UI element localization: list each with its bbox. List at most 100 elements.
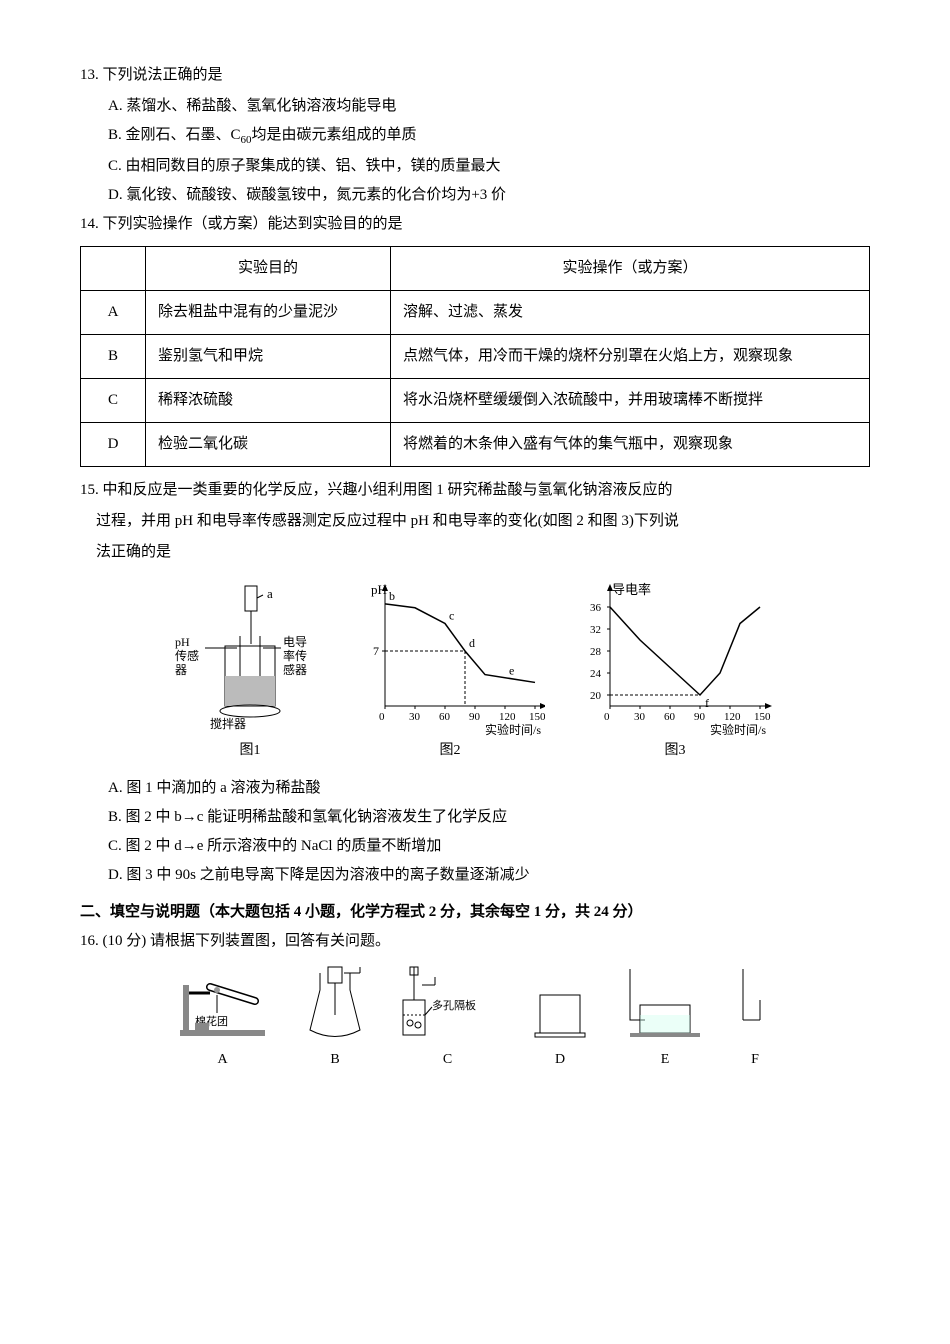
- header-purpose: 实验目的: [146, 246, 391, 290]
- cell-key: C: [81, 378, 146, 422]
- table-row: A 除去粗盐中混有的少量泥沙 溶解、过滤、蒸发: [81, 290, 870, 334]
- fig1-label-ph-3: 器: [175, 663, 187, 677]
- liquid-icon: [225, 676, 275, 706]
- svg-text:30: 30: [409, 711, 421, 723]
- fig1-label-cond-3: 感器: [283, 662, 307, 677]
- apparatus-d: D: [525, 965, 595, 1072]
- cell-key: A: [81, 290, 146, 334]
- svg-text:实验时间/s: 实验时间/s: [710, 722, 766, 736]
- stand-icon: [183, 985, 189, 1030]
- cell-blank: [81, 246, 146, 290]
- app-c-label: C: [443, 1047, 452, 1072]
- burner-icon: [195, 1023, 209, 1033]
- vessel-icon: [403, 1000, 425, 1035]
- q15-options: A. 图 1 中滴加的 a 溶液为稀盐酸 B. 图 2 中 b→c 能证明稀盐酸…: [108, 775, 870, 889]
- fig1-label-cond-1: 电导: [283, 635, 307, 649]
- app-e-label: E: [661, 1047, 670, 1072]
- q13-b-pre: B. 金刚石、石墨、C: [108, 127, 241, 143]
- fig1-label-ph-2: 传感: [175, 648, 199, 663]
- svg-text:d: d: [469, 636, 475, 650]
- fig2-svg: pH70306090120150实验时间/sbcde: [355, 576, 545, 736]
- table-row: D 检验二氧化碳 将燃着的木条伸入盛有气体的集气瓶中，观察现象: [81, 422, 870, 466]
- q13-opt-c: C. 由相同数目的原子聚集成的镁、铝、铁中，镁的质量最大: [108, 153, 870, 180]
- q14-table: 实验目的 实验操作（或方案） A 除去粗盐中混有的少量泥沙 溶解、过滤、蒸发 B…: [80, 246, 870, 467]
- fig2: pH70306090120150实验时间/sbcde 图2: [355, 576, 545, 763]
- q13-b-sub: 60: [241, 134, 252, 146]
- cell-op: 将燃着的木条伸入盛有气体的集气瓶中，观察现象: [391, 422, 870, 466]
- cell-purpose: 检验二氧化碳: [146, 422, 391, 466]
- fig2-caption: 图2: [440, 738, 461, 763]
- fig1-svg: a pH 传感 器 电导 率传 感器 搅拌器: [175, 576, 325, 736]
- svg-text:60: 60: [439, 711, 451, 723]
- apparatus-c: 多孔隔板 C: [400, 965, 495, 1072]
- fig1-caption: 图1: [240, 738, 261, 763]
- svg-text:90: 90: [694, 711, 706, 723]
- q13-opt-b: B. 金刚石、石墨、C60均是由碳元素组成的单质: [108, 122, 870, 151]
- apparatus-b: B: [300, 965, 370, 1072]
- cotton-icon: [214, 987, 220, 993]
- svg-text:0: 0: [604, 711, 610, 723]
- fig1: a pH 传感 器 电导 率传 感器 搅拌器 图1: [175, 576, 325, 763]
- app-a-svg: 棉花团: [175, 965, 270, 1045]
- table-row: C 稀释浓硫酸 将水沿烧杯壁缓缓倒入浓硫酸中，并用玻璃棒不断搅拌: [81, 378, 870, 422]
- cell-purpose: 除去粗盐中混有的少量泥沙: [146, 290, 391, 334]
- q13-stem: 13. 下列说法正确的是: [112, 62, 870, 89]
- svg-text:c: c: [449, 608, 454, 622]
- app-d-svg: [525, 965, 595, 1045]
- leader-a-icon: [257, 595, 263, 598]
- svg-text:36: 36: [590, 602, 602, 614]
- cell-op: 溶解、过滤、蒸发: [391, 290, 870, 334]
- q15-opt-c: C. 图 2 中 d→e 所示溶液中的 NaCl 的质量不断增加: [108, 833, 870, 860]
- app-c-note: 多孔隔板: [432, 998, 476, 1012]
- q15-cont1: 过程，并用 pH 和电导率传感器测定反应过程中 pH 和电导率的变化(如图 2 …: [96, 508, 870, 535]
- svg-text:120: 120: [499, 711, 516, 723]
- svg-text:e: e: [509, 663, 514, 677]
- fig3-caption: 图3: [665, 738, 686, 763]
- svg-text:导电率: 导电率: [612, 582, 651, 597]
- app-b-label: B: [330, 1047, 339, 1072]
- q15-stem: 15. 中和反应是一类重要的化学反应，兴趣小组利用图 1 研究稀盐酸与氢氧化钠溶…: [112, 477, 870, 504]
- apparatus-a: 棉花团 A: [175, 965, 270, 1072]
- solid2-icon: [415, 1022, 421, 1028]
- svg-text:24: 24: [590, 668, 602, 680]
- funnel-icon: [328, 967, 342, 983]
- fig1-label-a: a: [267, 586, 273, 601]
- leader-plate-icon: [425, 1007, 432, 1015]
- dropper-icon: [245, 586, 257, 611]
- trough-icon: [630, 1033, 700, 1037]
- q15-opt-a: A. 图 1 中滴加的 a 溶液为稀盐酸: [108, 775, 870, 802]
- svg-text:实验时间/s: 实验时间/s: [485, 722, 541, 736]
- svg-text:30: 30: [634, 711, 646, 723]
- section2-title: 二、填空与说明题（本大题包括 4 小题，化学方程式 2 分，其余每空 1 分，共…: [80, 899, 870, 926]
- svg-text:150: 150: [754, 711, 771, 723]
- cell-purpose: 稀释浓硫酸: [146, 378, 391, 422]
- solid1-icon: [407, 1020, 413, 1026]
- svg-text:150: 150: [529, 711, 545, 723]
- q15-cont2: 法正确的是: [96, 539, 870, 566]
- svg-text:60: 60: [664, 711, 676, 723]
- svg-text:b: b: [389, 589, 395, 603]
- water-icon: [640, 1015, 690, 1033]
- app-e-svg: [625, 965, 705, 1045]
- q14-stem: 14. 下列实验操作（或方案）能达到实验目的的是: [112, 211, 870, 238]
- q13-b-post: 均是由碳元素组成的单质: [252, 127, 417, 143]
- q15-opt-b: B. 图 2 中 b→c 能证明稀盐酸和氢氧化钠溶液发生了化学反应: [108, 804, 870, 831]
- cell-op: 点燃气体，用冷而干燥的烧杯分别罩在火焰上方，观察现象: [391, 334, 870, 378]
- svg-text:0: 0: [379, 711, 385, 723]
- q13-options: A. 蒸馏水、稀盐酸、氢氧化钠溶液均能导电 B. 金刚石、石墨、C60均是由碳元…: [108, 93, 870, 209]
- svg-text:f: f: [705, 696, 709, 710]
- q16-apparatus: 棉花团 A B 多孔隔板 C: [80, 965, 870, 1072]
- svg-text:20: 20: [590, 690, 602, 702]
- fig3: 导电率20242832360306090120150实验时间/sf 图3: [575, 576, 775, 763]
- fig1-label-stir: 搅拌器: [210, 716, 246, 731]
- stirrer-base-icon: [220, 705, 280, 717]
- svg-text:28: 28: [590, 646, 602, 658]
- svg-text:7: 7: [373, 644, 379, 658]
- apparatus-f: F: [735, 965, 775, 1072]
- q15-opt-d: D. 图 3 中 90s 之前电导离下降是因为溶液中的离子数量逐渐减少: [108, 862, 870, 889]
- svg-text:pH: pH: [371, 582, 387, 597]
- svg-text:32: 32: [590, 624, 601, 636]
- header-op: 实验操作（或方案）: [391, 246, 870, 290]
- q13-opt-a: A. 蒸馏水、稀盐酸、氢氧化钠溶液均能导电: [108, 93, 870, 120]
- q15-figures: a pH 传感 器 电导 率传 感器 搅拌器 图1 pH 7 0 30 60 90 120 1…: [80, 576, 870, 763]
